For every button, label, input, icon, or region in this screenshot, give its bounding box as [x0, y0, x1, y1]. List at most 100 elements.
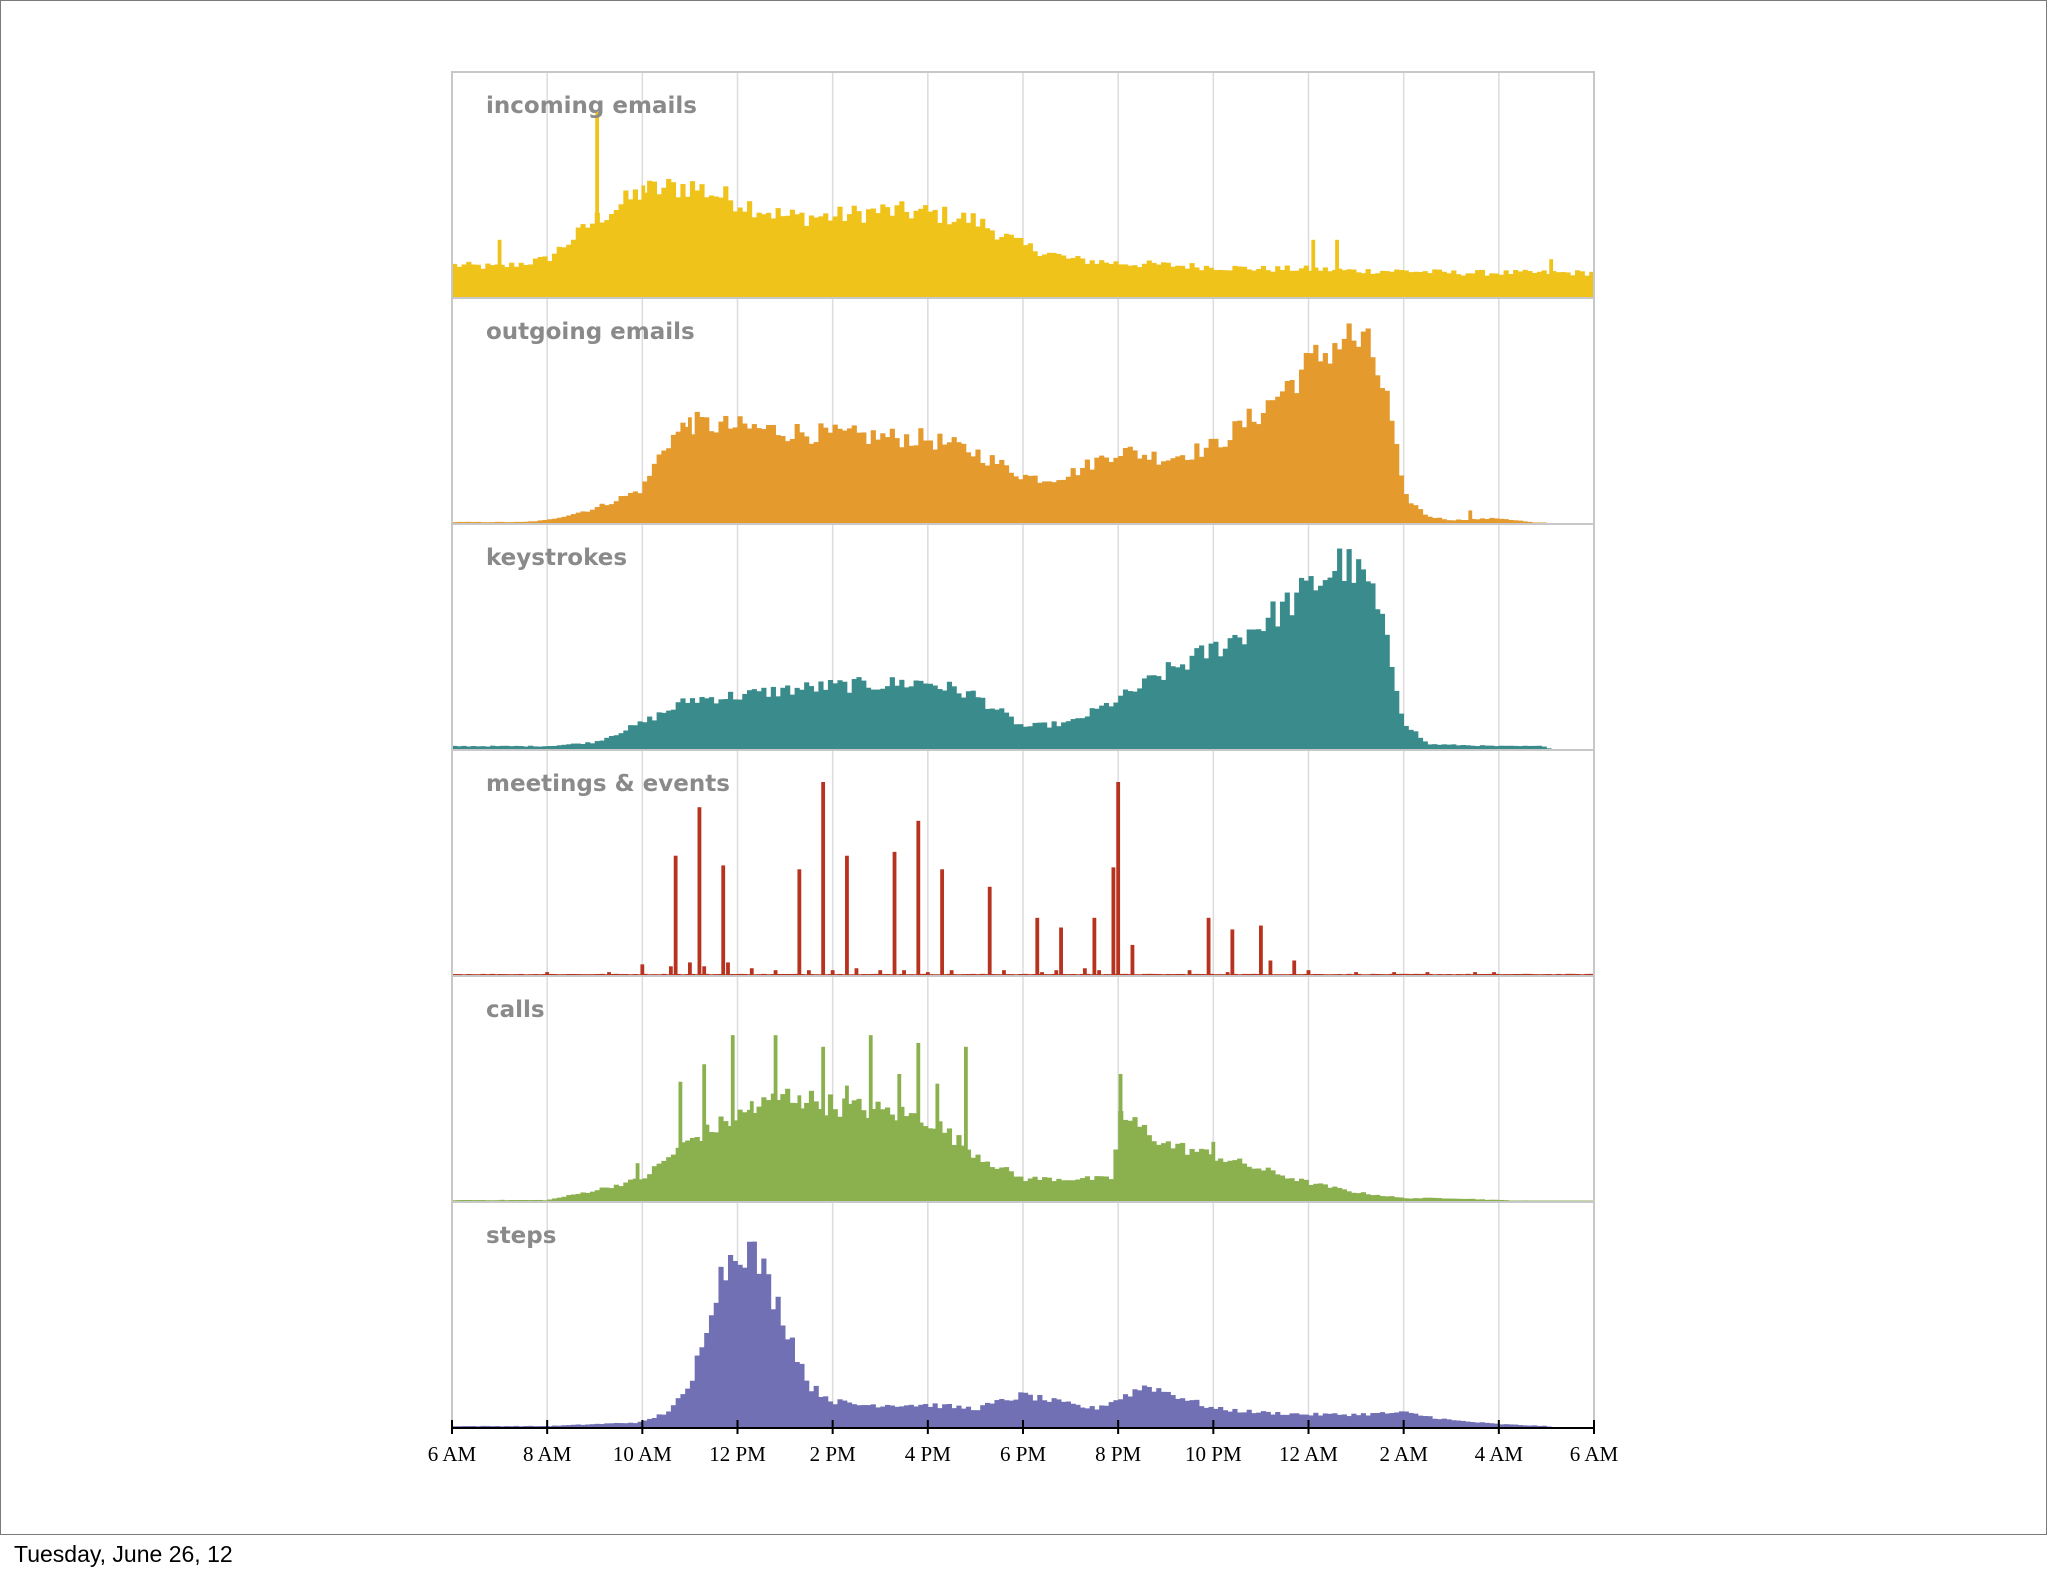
bar — [970, 690, 976, 750]
bar — [604, 1423, 610, 1428]
bar — [1260, 1170, 1267, 1202]
bar — [480, 268, 486, 298]
spike-bar — [1549, 259, 1554, 298]
bar — [1384, 271, 1390, 298]
bar — [761, 214, 767, 298]
bar — [675, 1398, 681, 1428]
bar — [770, 424, 776, 524]
bar — [1332, 1186, 1338, 1202]
bar — [775, 696, 781, 750]
bar — [804, 1380, 810, 1428]
spike-bar — [773, 1035, 778, 1202]
bar — [1203, 1407, 1209, 1428]
bar — [1122, 689, 1129, 750]
bar — [1218, 269, 1224, 298]
bar — [1379, 1412, 1386, 1428]
bar — [1084, 263, 1091, 298]
bar — [865, 1405, 872, 1428]
bar — [704, 417, 710, 524]
bar — [1170, 458, 1176, 524]
bar — [1517, 1425, 1524, 1428]
bar — [1251, 1168, 1257, 1202]
bar — [756, 691, 762, 750]
bar — [1208, 267, 1214, 298]
bar — [1251, 1413, 1257, 1428]
bar — [837, 1116, 843, 1202]
bar — [1522, 973, 1528, 976]
bar — [1394, 973, 1400, 976]
spike-bar — [1187, 970, 1192, 976]
bar — [1065, 258, 1071, 298]
bar — [975, 226, 981, 298]
bar — [609, 1423, 615, 1428]
bar — [1327, 577, 1333, 750]
bar — [1080, 973, 1086, 976]
bar — [589, 1191, 596, 1202]
bar — [942, 444, 948, 524]
bar — [1403, 1198, 1409, 1202]
bar — [1289, 380, 1295, 524]
bar — [1536, 745, 1543, 750]
bar — [1084, 1408, 1091, 1428]
bar — [823, 689, 829, 750]
bar — [628, 1422, 634, 1428]
bar — [1375, 1412, 1381, 1428]
bar — [680, 183, 686, 298]
bar — [1232, 265, 1238, 298]
bar — [1108, 1179, 1114, 1202]
bar — [1137, 458, 1143, 524]
spike-bar — [545, 972, 550, 976]
bar — [1094, 1176, 1100, 1202]
bar — [904, 687, 910, 750]
bar — [1379, 613, 1386, 750]
bar — [980, 462, 986, 524]
bar — [642, 1178, 648, 1202]
bar — [1027, 1178, 1033, 1202]
spike-bar — [1118, 1073, 1123, 1202]
bar — [1151, 262, 1157, 298]
bar — [699, 184, 705, 298]
bar — [1084, 973, 1091, 976]
bar — [1403, 725, 1409, 750]
bar — [542, 746, 548, 750]
bar — [1194, 973, 1200, 976]
bar — [899, 1406, 905, 1428]
bar — [770, 1093, 776, 1202]
bar — [1156, 464, 1162, 524]
bar — [1013, 1399, 1019, 1428]
bar — [1122, 448, 1129, 524]
bar — [1018, 724, 1024, 750]
bar — [675, 431, 681, 524]
bar — [1246, 973, 1252, 976]
bar — [732, 1120, 738, 1202]
bar — [1184, 1400, 1190, 1428]
bar — [713, 703, 719, 750]
bar — [937, 689, 943, 750]
bar — [823, 1396, 829, 1428]
bar — [1460, 1420, 1466, 1428]
bar — [837, 680, 843, 750]
bar — [1308, 576, 1314, 750]
x-tick-label: 4 AM — [1475, 1442, 1524, 1466]
bar — [599, 1187, 605, 1202]
bar — [1180, 265, 1186, 298]
bar — [946, 973, 953, 976]
bar — [1032, 1400, 1038, 1428]
bar — [723, 1280, 729, 1428]
bar — [766, 1274, 772, 1428]
bar — [747, 201, 753, 298]
bar — [1003, 1167, 1010, 1202]
bar — [1118, 1399, 1124, 1428]
spike-bar — [1230, 929, 1235, 976]
bar — [846, 1103, 853, 1202]
bar — [875, 1101, 881, 1202]
bar — [789, 694, 795, 750]
bar — [1175, 973, 1181, 976]
bar — [761, 973, 767, 976]
bar — [1232, 634, 1238, 750]
bar — [927, 440, 933, 524]
bar — [794, 1361, 800, 1428]
bar — [675, 1147, 681, 1202]
bar — [1494, 518, 1500, 524]
bar — [1498, 518, 1504, 524]
